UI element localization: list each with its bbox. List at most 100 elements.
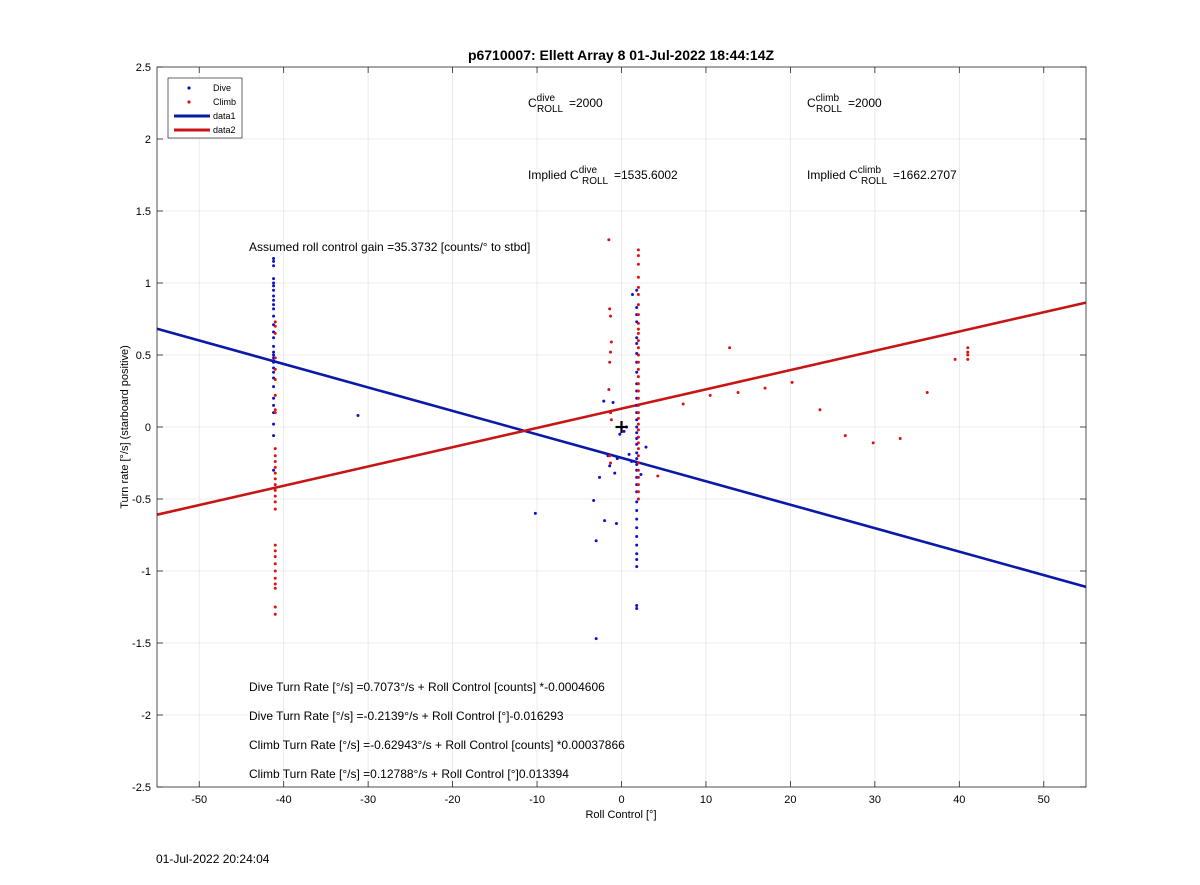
climb-point-75: [636, 497, 640, 501]
dive-point-16: [272, 350, 276, 354]
dive-point-0: [272, 257, 276, 261]
dive-point-80: [635, 509, 639, 513]
dive-point-40: [608, 464, 612, 468]
climb-point-70: [636, 461, 640, 465]
climb-point-18: [273, 500, 277, 504]
climb-point-51: [636, 331, 640, 335]
climb-point-26: [273, 582, 277, 586]
dive-point-3: [272, 277, 276, 281]
dive-point-32: [533, 511, 537, 515]
x-tick-label-9: 40: [953, 794, 965, 806]
climb-point-56: [636, 367, 640, 371]
dive-point-8: [272, 298, 276, 302]
y-tick-label-2: -1.5: [132, 638, 151, 650]
climb-point-84: [843, 434, 847, 438]
dive-point-25: [272, 396, 276, 400]
dive-point-34: [594, 539, 598, 543]
dive-point-29: [272, 434, 276, 438]
climb-point-32: [609, 314, 613, 318]
x-tick-label-10: 50: [1038, 794, 1050, 806]
implied-dive-annotation: Implied Cdive: [528, 165, 597, 182]
c-roll-climb-annotation: Cclimb: [807, 93, 839, 110]
climb-point-13: [273, 471, 277, 475]
climb-point-62: [636, 411, 640, 415]
equation-dive-degrees: Dive Turn Rate [°/s] =-0.2139°/s + Roll …: [249, 709, 564, 723]
dive-point-73: [635, 457, 639, 461]
y-axis-label: Turn rate [°/s] (starboard positive): [119, 345, 131, 509]
climb-point-34: [609, 350, 613, 354]
dive-point-7: [272, 294, 276, 298]
legend-swatch-climb: [187, 100, 191, 104]
y-tick-label-9: 2: [145, 134, 151, 146]
x-tick-label-1: -40: [276, 794, 292, 806]
legend-label-climb: Climb: [213, 97, 236, 107]
climb-point-76: [656, 474, 660, 478]
climb-point-8: [273, 411, 277, 415]
climb-point-0: [273, 320, 277, 324]
x-tick-label-4: -10: [529, 794, 545, 806]
legend-label-dive: Dive: [213, 83, 231, 93]
dive-point-5: [272, 284, 276, 288]
climb-point-50: [636, 327, 640, 331]
dive-point-1: [272, 259, 276, 263]
axis-ticks: -50 -40 -30 -20 -10 0 10 20 30 40 50-2.5-2-1.5-1-0…: [132, 62, 1086, 806]
climb-point-39: [608, 454, 612, 458]
climb-point-30: [607, 238, 611, 242]
dive-point-35: [592, 498, 596, 502]
origin-marker: [615, 421, 628, 433]
climb-point-29: [273, 612, 277, 616]
climb-point-78: [708, 393, 712, 397]
y-tick-label-6: 0.5: [136, 350, 151, 362]
dive-point-50: [630, 293, 634, 297]
climb-point-68: [636, 447, 640, 451]
gain-annotation: Assumed roll control gain =35.3732 [coun…: [249, 240, 530, 254]
dive-point-88: [635, 604, 639, 608]
climb-point-11: [273, 460, 277, 464]
dive-point-4: [272, 281, 276, 285]
climb-point-86: [898, 437, 902, 441]
c-roll-climb-sub: ROLL: [816, 104, 843, 115]
climb-point-37: [609, 411, 613, 415]
climb-point-89: [966, 346, 970, 350]
climb-point-49: [636, 321, 640, 325]
climb-point-65: [636, 428, 640, 432]
climb-point-58: [636, 382, 640, 386]
equation-climb-counts: Climb Turn Rate [°/s] =-0.62943°/s + Rol…: [249, 738, 625, 752]
climb-point-77: [681, 402, 685, 406]
chart-title: p6710007: Ellett Array 8 01-Jul-2022 18:…: [468, 47, 775, 63]
dive-point-72: [635, 451, 639, 455]
climb-point-88: [953, 357, 957, 361]
x-tick-label-3: -20: [445, 794, 461, 806]
dive-point-10: [272, 307, 276, 311]
dive-point-24: [272, 385, 276, 389]
legend-box: [167, 77, 243, 139]
climb-point-80: [736, 390, 740, 394]
dive-point-44: [615, 457, 619, 461]
y-tick-label-10: 2.5: [136, 62, 151, 74]
climb-point-42: [636, 254, 640, 258]
dive-point-43: [614, 521, 618, 525]
dive-point-33: [594, 637, 598, 641]
climb-point-3: [273, 356, 277, 360]
climb-point-85: [871, 441, 875, 445]
dive-point-17: [272, 353, 276, 357]
dive-point-69: [635, 431, 639, 435]
implied-climb-annotation: Implied Cclimb: [807, 165, 881, 182]
dive-point-54: [635, 305, 639, 309]
climb-point-1: [273, 324, 277, 328]
climb-point-81: [763, 386, 767, 390]
climb-point-12: [273, 465, 277, 469]
climb-point-33: [609, 340, 613, 344]
dive-point-61: [635, 370, 639, 374]
dive-point-89: [635, 606, 639, 610]
dive-point-14: [272, 336, 276, 340]
climb-point-9: [273, 447, 277, 451]
climb-point-45: [636, 285, 640, 289]
dive-point-82: [635, 526, 639, 530]
dive-point-22: [272, 370, 276, 374]
c-roll-dive-sub: ROLL: [537, 104, 564, 115]
climb-point-2: [273, 331, 277, 335]
x-tick-label-6: 10: [700, 794, 712, 806]
climb-point-19: [273, 507, 277, 511]
climb-point-16: [273, 488, 277, 492]
